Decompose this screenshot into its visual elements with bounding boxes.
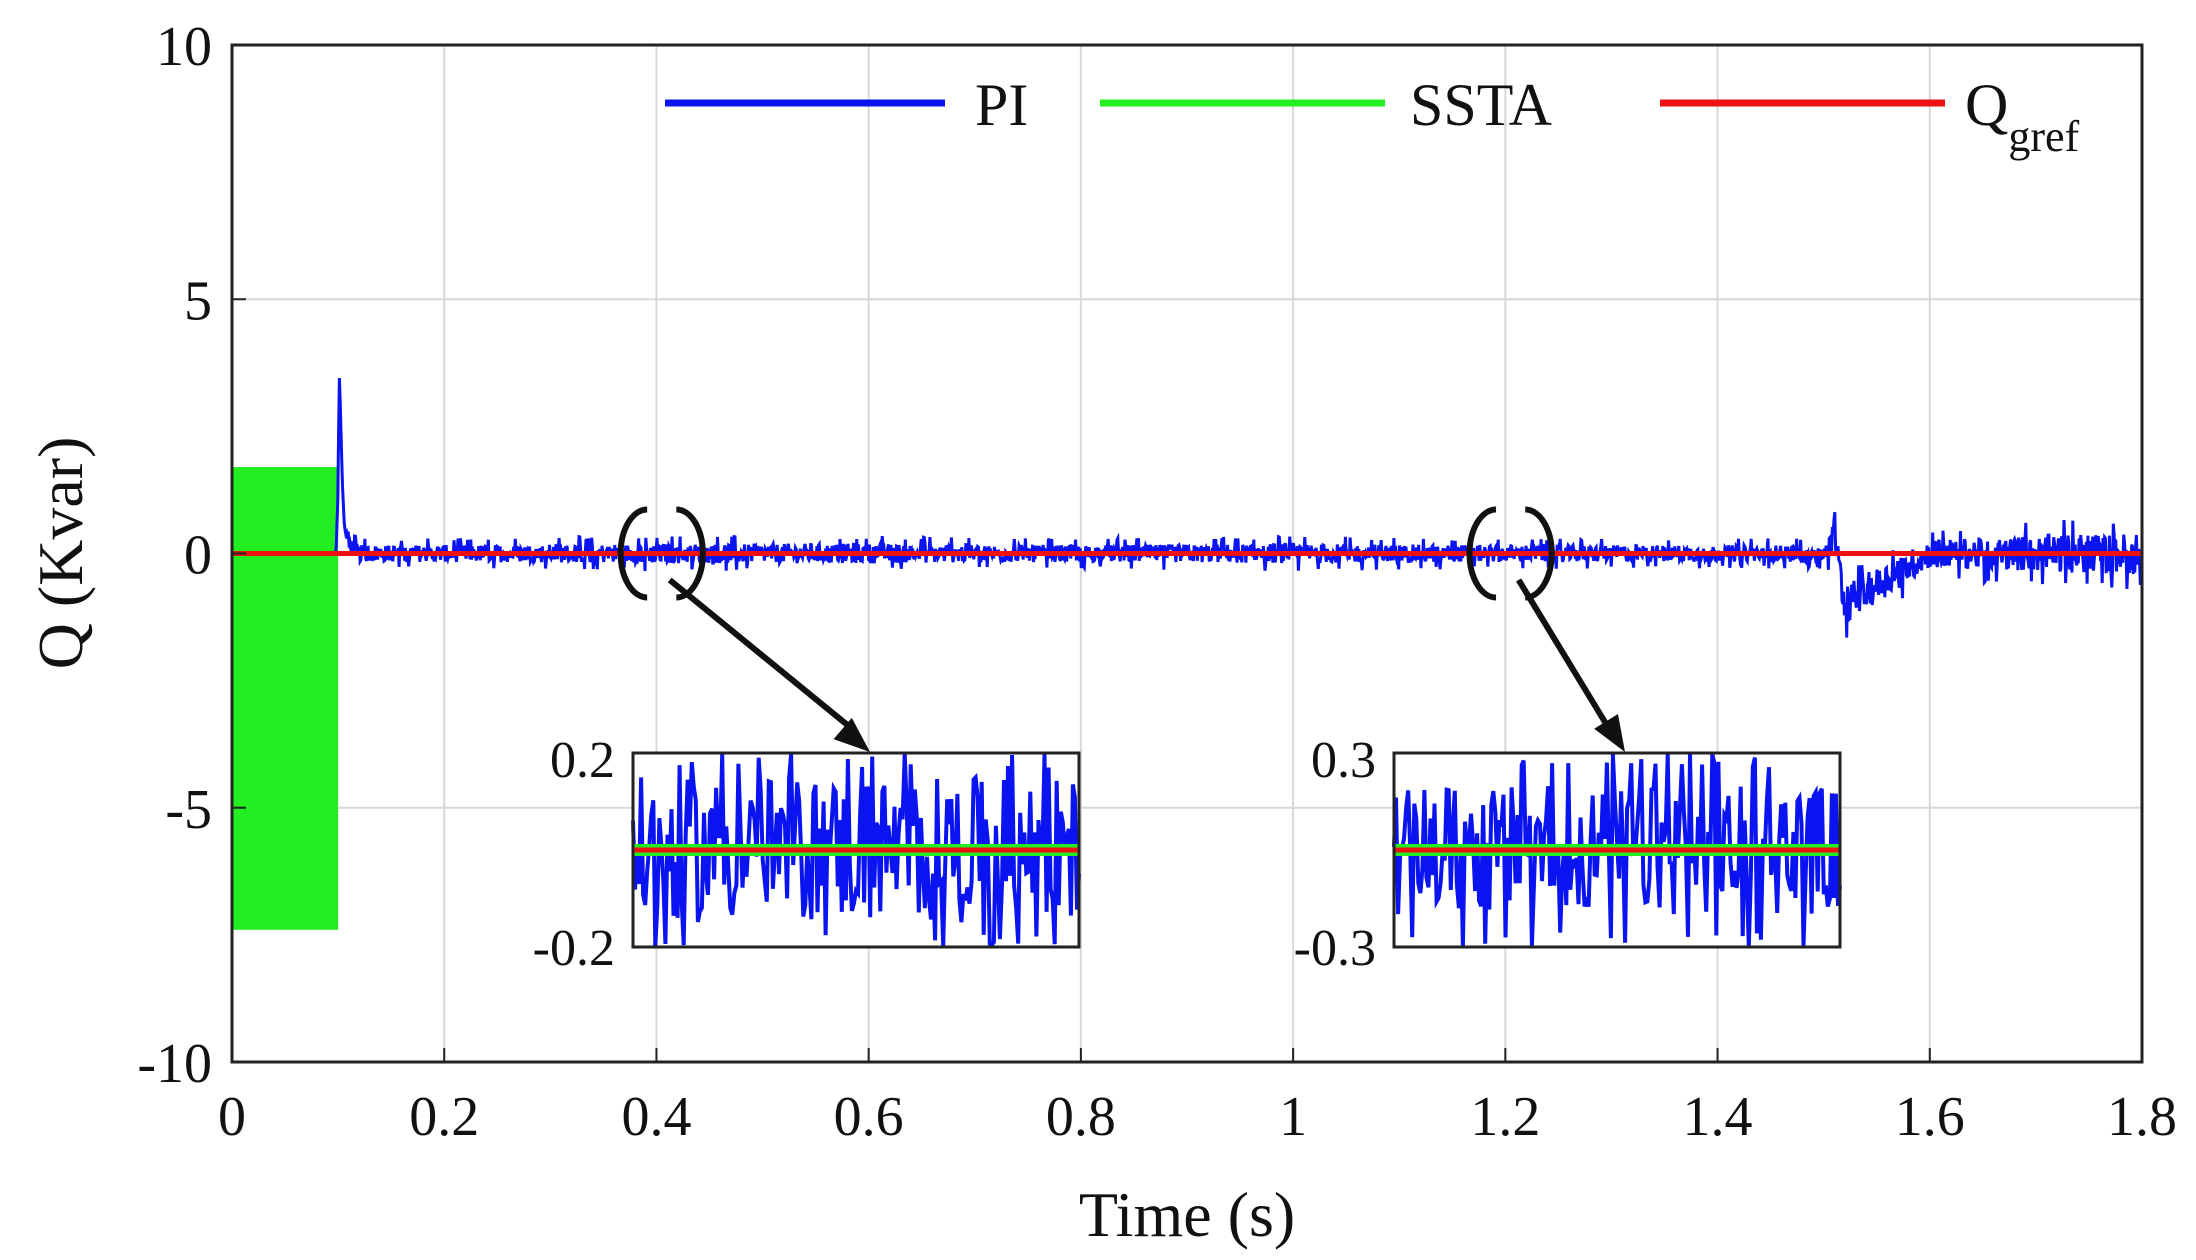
zoom-markers [617, 506, 1625, 752]
zoom-marker-left-1 [617, 506, 648, 601]
legend-qgref-label: Qgref [1965, 72, 2080, 161]
legend: PI SSTA Qgref [665, 72, 2080, 161]
y-tick-label: -5 [165, 779, 212, 841]
inset-pi-line [631, 753, 1081, 948]
insets: 0.2 -0.2 0.3 -0.3 [533, 732, 1842, 977]
x-tick-label: 0 [218, 1086, 246, 1148]
x-tick-label: 0.2 [409, 1086, 479, 1148]
x-tick-label: 1.6 [1895, 1086, 1965, 1148]
legend-qgref-main: Q [1965, 72, 2008, 138]
inset-y-tick-top: 0.3 [1311, 732, 1376, 789]
plot-series [232, 378, 2144, 930]
x-tick-label: 0.6 [834, 1086, 904, 1148]
inset-frame [1392, 751, 1842, 949]
x-axis-title: Time (s) [1079, 1179, 1295, 1250]
zoom-arrow-1 [667, 577, 858, 735]
legend-ssta-label: SSTA [1410, 72, 1552, 138]
inset-y-tick-bottom: -0.2 [533, 920, 615, 977]
ticks: 0 0.2 0.4 0.6 0.8 1 1.2 1.4 1.6 1.8 -10 -5 0 5 10 [137, 16, 2177, 1148]
ssta-band [232, 467, 339, 930]
y-tick-label: -10 [137, 1033, 212, 1095]
inset-1: 0.2 -0.2 [533, 732, 1081, 977]
y-tick-label: 10 [156, 16, 212, 78]
zoom-arrowhead-2 [1594, 714, 1625, 752]
x-tick-label: 1 [1279, 1086, 1307, 1148]
y-tick-label: 5 [184, 270, 212, 332]
legend-pi-label: PI [975, 72, 1028, 138]
inset-y-tick-top: 0.2 [550, 732, 615, 789]
y-tick-label: 0 [184, 525, 212, 587]
inset-2: 0.3 -0.3 [1294, 732, 1842, 977]
zoom-arrowhead-1 [833, 717, 870, 752]
zoom-marker-left-2 [1466, 506, 1497, 601]
zoom-marker-right-2 [1525, 506, 1555, 601]
x-tick-label: 1.4 [1683, 1086, 1753, 1148]
x-tick-label: 0.4 [621, 1086, 691, 1148]
legend-qgref-subscript: gref [2008, 112, 2079, 161]
x-tick-label: 0.8 [1046, 1086, 1116, 1148]
y-axis-title: Q (Kvar) [25, 437, 96, 670]
zoom-arrow-2 [1516, 578, 1614, 734]
x-tick-label: 1.2 [1470, 1086, 1540, 1148]
inset-frame [631, 751, 1081, 949]
x-tick-label: 1.8 [2107, 1086, 2177, 1148]
inset-y-tick-bottom: -0.3 [1294, 920, 1376, 977]
